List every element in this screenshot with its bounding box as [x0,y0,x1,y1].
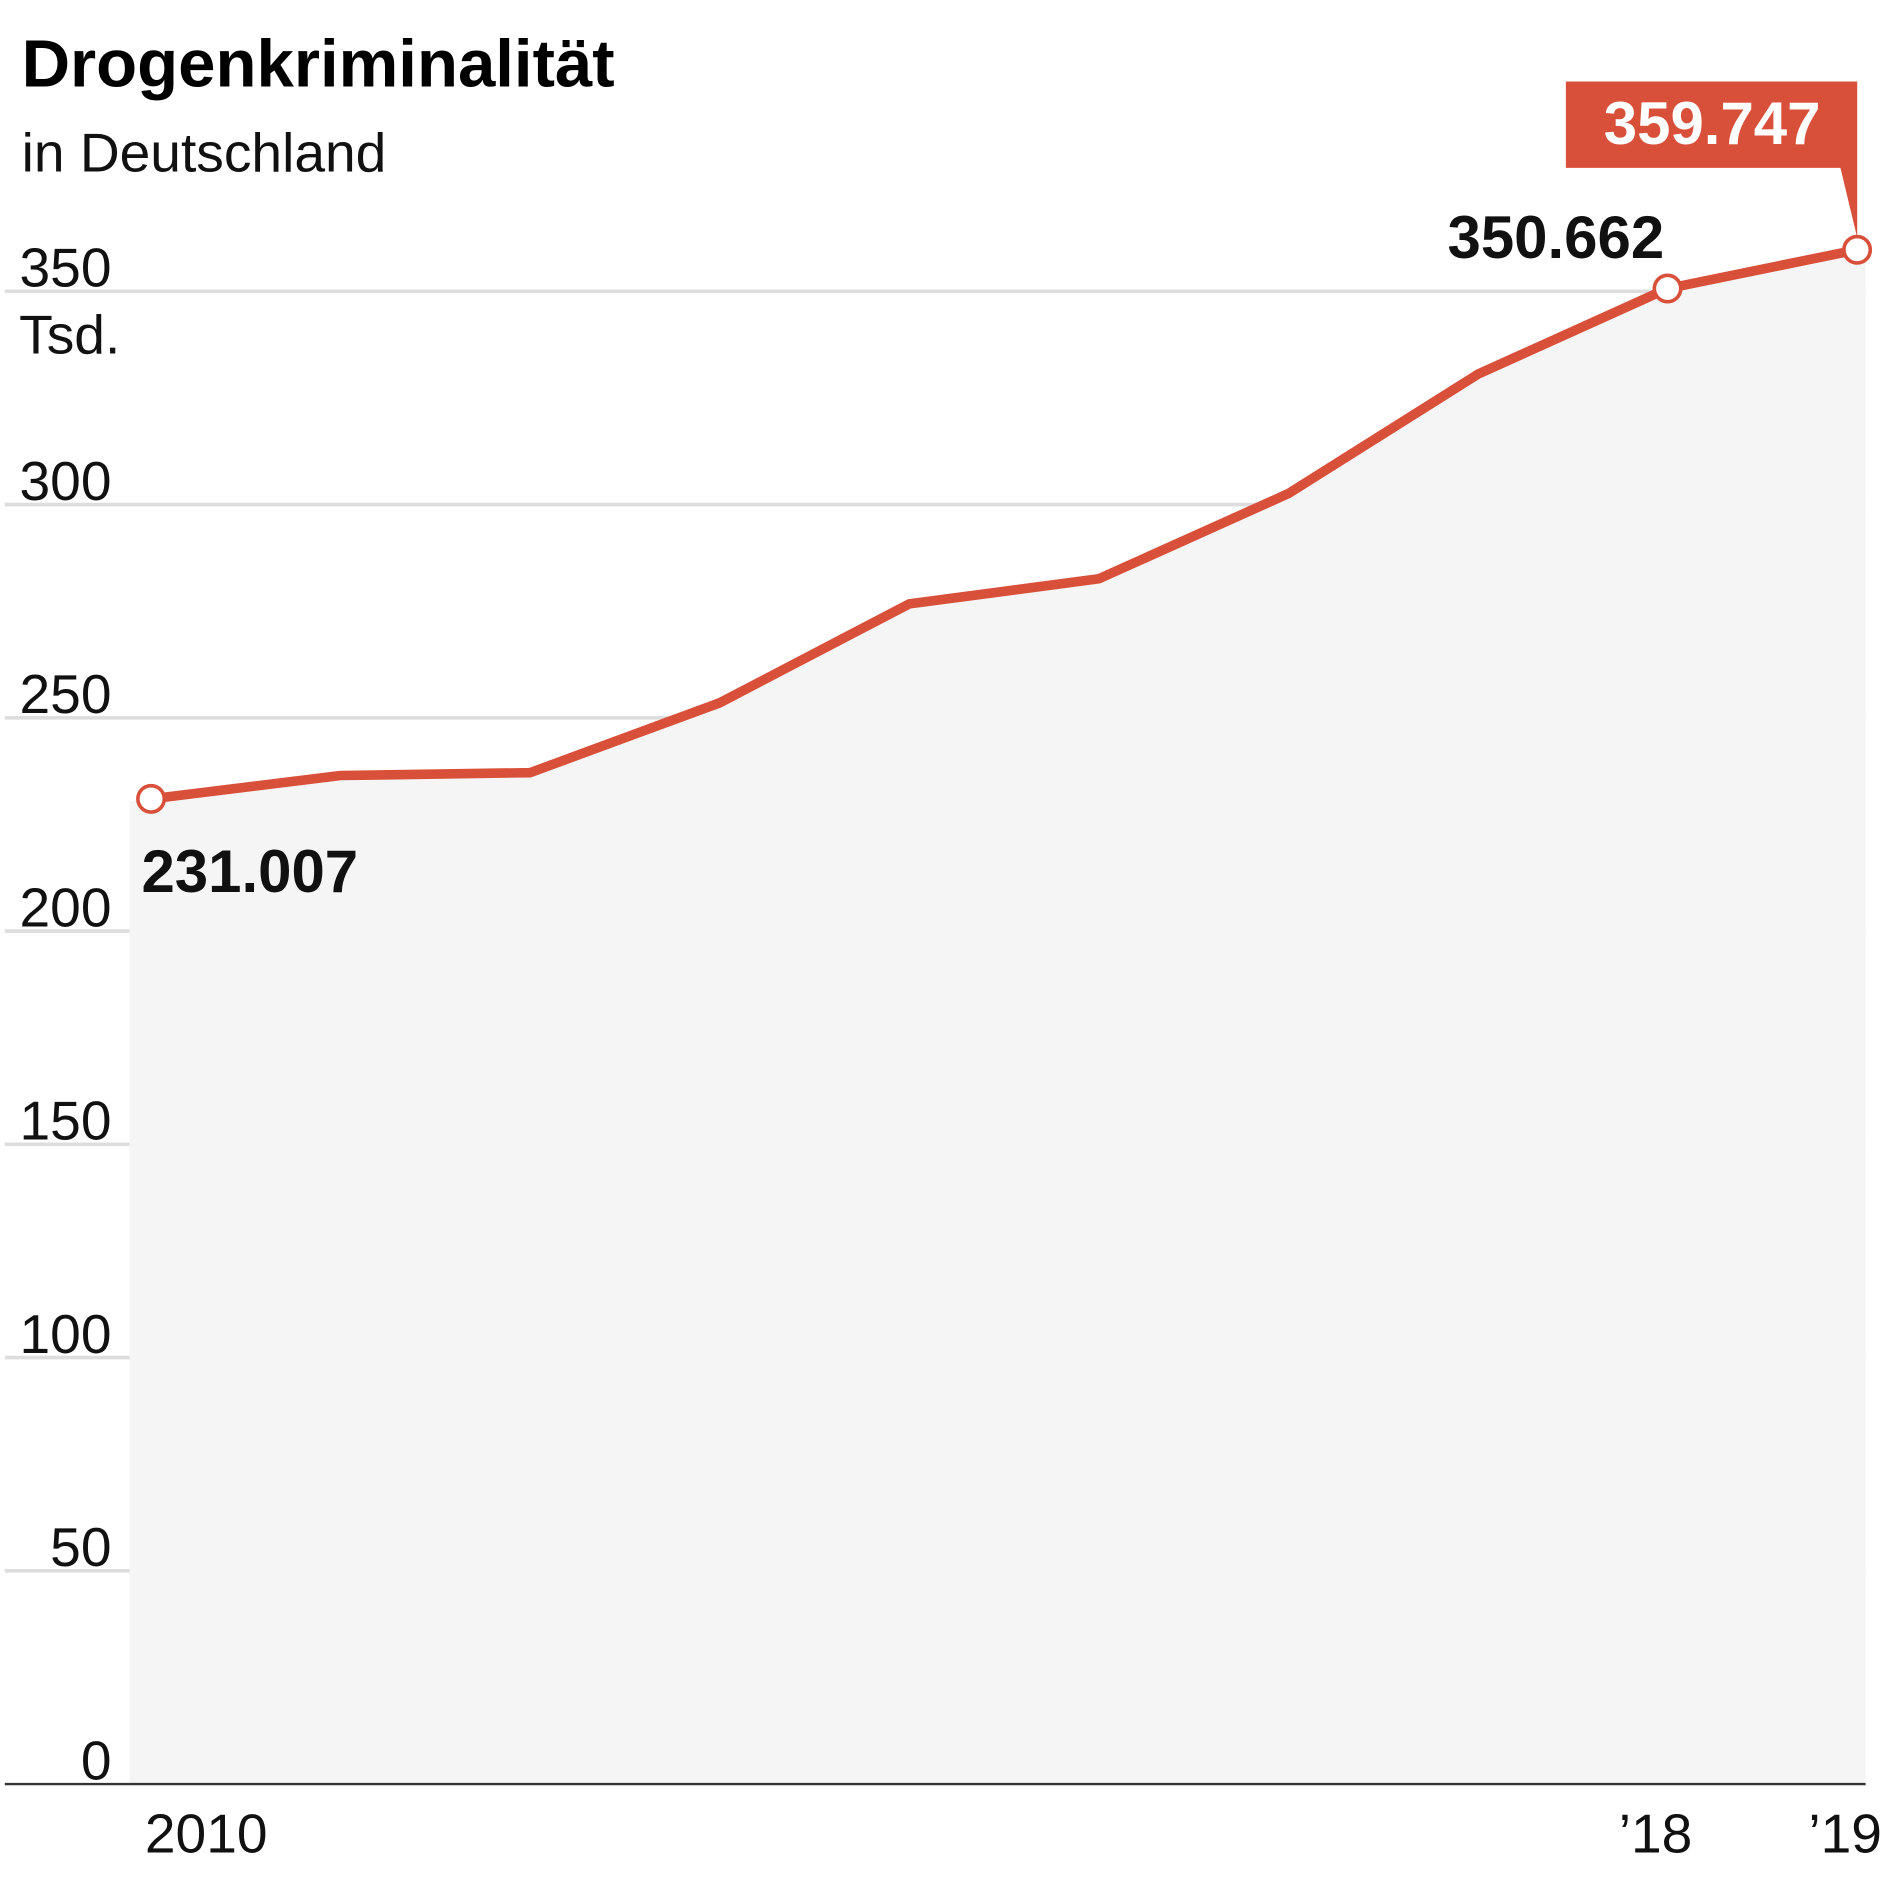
highlight-callout [1565,81,1858,238]
y-tick-label: 100 [20,1303,112,1365]
data-label: 359.747 [1604,90,1821,157]
data-point-marker [1842,234,1873,265]
data-point-marker [1652,273,1683,304]
y-tick-label: 50 [50,1516,111,1578]
y-tick-label: 350 [20,237,112,299]
chart-title: Drogenkriminalität [22,26,615,101]
x-tick-label: ’19 [1808,1802,1880,1864]
area-fill [129,249,1866,1785]
y-tick-label: 250 [20,663,112,725]
data-label: 350.662 [1448,204,1665,271]
chart-subtitle: in Deutschland [22,121,387,183]
data-label: 231.007 [141,838,358,905]
y-tick-label: 150 [20,1090,112,1152]
x-tick-label: ’18 [1619,1802,1693,1864]
unit-label: Tsd. [19,304,120,366]
data-point-marker [136,783,167,814]
y-tick-label: 0 [81,1729,112,1791]
x-tick-label: 2010 [145,1802,268,1864]
y-tick-label: 300 [20,450,112,512]
y-tick-label: 200 [20,876,112,938]
series-line [150,245,1859,804]
